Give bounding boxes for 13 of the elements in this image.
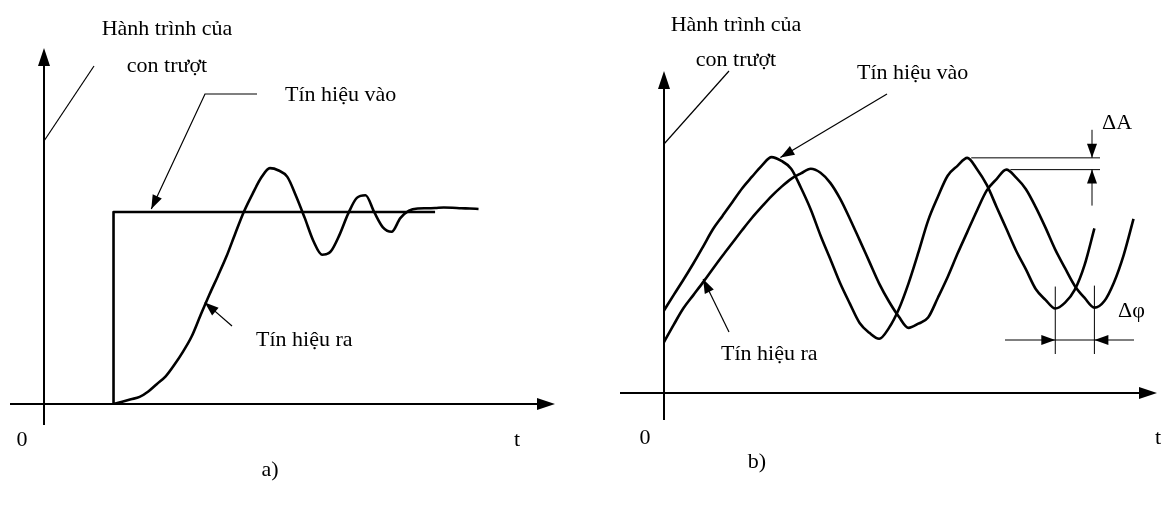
text: Tín hiệu ra: [721, 339, 818, 365]
text: a): [261, 455, 279, 481]
text: 0: [639, 423, 651, 449]
text: b): [747, 447, 767, 473]
y-axis-title: Hành trình của con trượt: [670, 10, 802, 71]
text: Tín hiệu vào: [857, 58, 969, 84]
x-axis-title: t: [513, 425, 521, 451]
y-axis-title: Hành trình của con trượt: [101, 14, 233, 77]
text: ΔA: [1102, 108, 1133, 134]
text: 0: [16, 425, 28, 451]
text: Tín hiệu ra: [256, 325, 353, 351]
text: Tín hiệu vào: [285, 80, 397, 106]
x-axis-title: t: [1154, 423, 1162, 449]
